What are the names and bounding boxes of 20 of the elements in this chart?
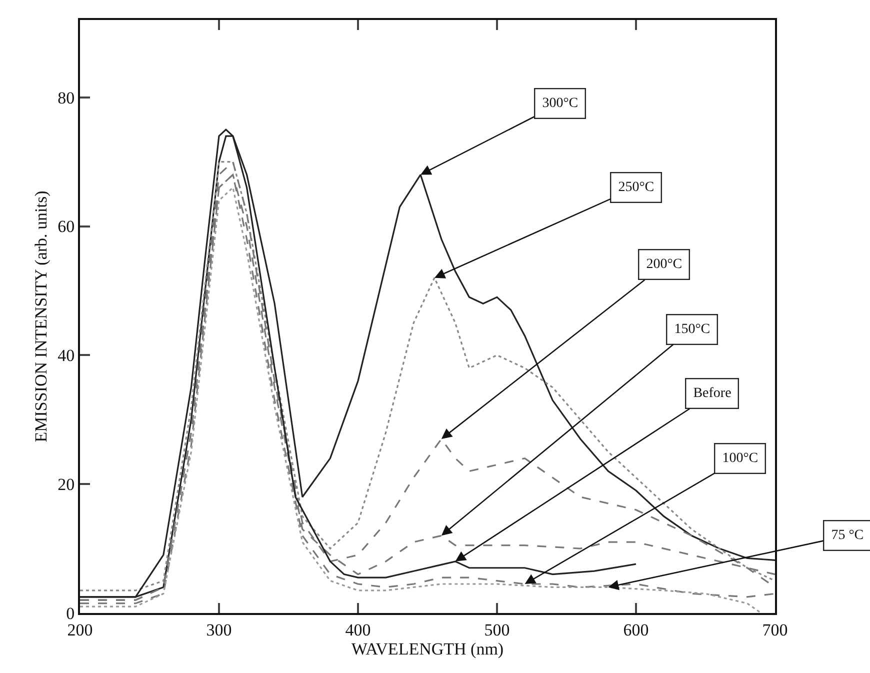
y-tick-label: 60 xyxy=(58,217,75,236)
x-tick-label: 600 xyxy=(623,620,649,640)
annotation: 300°C xyxy=(542,96,578,112)
x-tick-label: 700 xyxy=(762,620,788,640)
annotation: 100°C xyxy=(722,451,758,466)
y-tick-label: 40 xyxy=(58,346,75,366)
y-axis-title: EMISSION INTENSITY (arb. units) xyxy=(32,190,51,442)
x-tick-label: 300 xyxy=(206,620,232,640)
y-tick-label: 80 xyxy=(58,88,75,108)
x-tick-label: 400 xyxy=(345,620,371,640)
x-tick-label: 200 xyxy=(67,620,93,640)
y-tick-label: 0 xyxy=(66,604,75,623)
annotation: Before xyxy=(693,386,732,402)
annotation: 150°C xyxy=(674,322,710,338)
annotation: 250°C xyxy=(618,180,654,196)
x-axis-title: WAVELENGTH (nm) xyxy=(351,639,504,658)
x-tick-label: 500 xyxy=(484,620,510,640)
y-tick-label: 20 xyxy=(58,475,75,494)
annotation: 75 °C xyxy=(831,528,864,544)
annotation: 200°C xyxy=(646,257,682,272)
